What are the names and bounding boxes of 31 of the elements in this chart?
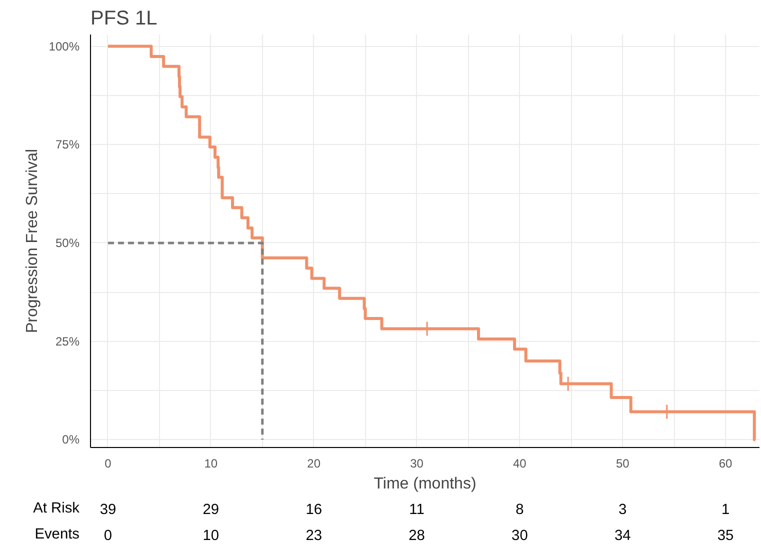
y-tick-label: Events [34,526,80,542]
data-label: 29 [202,502,220,518]
data-label: 23 [306,528,322,544]
data-label: 39 [100,502,116,518]
data-label: 10 [202,528,220,544]
x-tick-label: 40 [513,456,527,470]
y-tick-label: 50% [55,236,80,250]
data-label: 0 [104,528,112,544]
data-label: 16 [306,502,322,518]
data-label: 8 [516,502,524,518]
y-tick-label: 0% [62,432,80,447]
y-tick-label: 75% [55,138,80,152]
y-tick-label: 100% [48,39,80,54]
data-label: 28 [408,528,425,544]
x-tick-label: 60 [718,456,733,470]
data-label: 11 [409,502,424,518]
data-label: 1 [721,502,730,518]
y-tick-label: 25% [55,334,80,348]
data-label: 3 [618,502,627,518]
x-tick-label: 50 [616,456,630,470]
x-tick-label: 30 [410,456,424,470]
y-tick-label: At Risk [33,500,80,516]
x-tick-label: 20 [307,456,321,470]
data-label: 30 [512,528,528,544]
data-label: 35 [717,528,734,544]
x-axis-title: Time (months) [374,476,476,492]
data-label: 34 [614,528,631,544]
x-tick-label: 0 [104,456,112,470]
chart-title: PFS 1L [90,8,158,30]
x-tick-label: 10 [204,456,218,470]
y-axis-title: Progression Free Survival [24,148,41,334]
